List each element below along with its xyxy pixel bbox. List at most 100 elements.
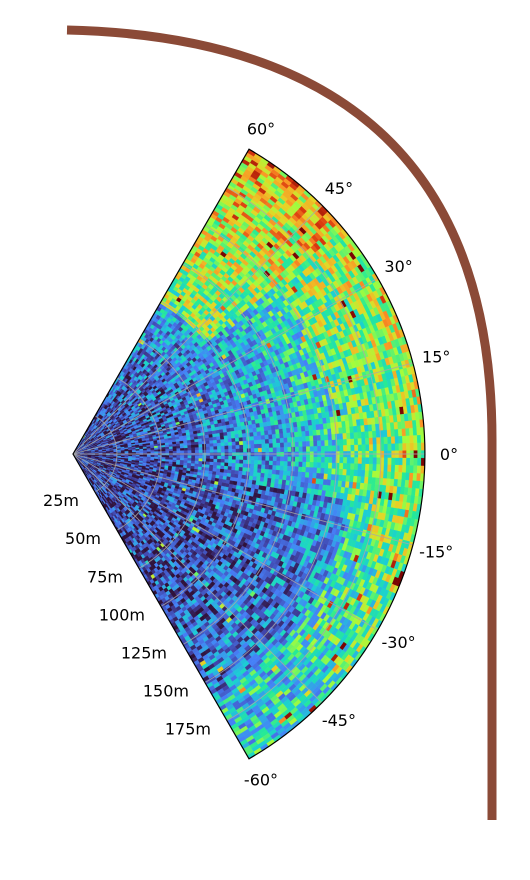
heatmap-cell (263, 477, 269, 483)
heatmap-cell (213, 461, 218, 466)
heatmap-cell (239, 448, 244, 453)
heatmap-cell (257, 463, 262, 469)
heatmap-cell (242, 463, 248, 468)
heatmap-cell (224, 448, 229, 453)
heatmap-cell (212, 464, 218, 469)
heatmap-cell (252, 475, 258, 481)
heatmap-cell (231, 441, 237, 446)
heatmap-cell (224, 462, 229, 467)
heatmap-cell (172, 454, 177, 458)
heatmap-cells (72, 148, 426, 760)
heatmap-cell (191, 449, 196, 453)
heatmap-cell (239, 455, 244, 460)
heatmap-cell (260, 472, 265, 478)
heatmap-cell (183, 459, 188, 464)
heatmap-cell (261, 447, 266, 453)
heatmap-cell (205, 464, 210, 468)
heatmap-cell (135, 454, 140, 457)
heatmap-cell (205, 461, 211, 465)
heatmap-cell (183, 457, 189, 461)
heatmap-cell (242, 459, 248, 464)
heatmap-cell (253, 435, 258, 441)
heatmap-cell (252, 471, 258, 477)
heatmap-cell (227, 437, 233, 443)
heatmap-cell (249, 431, 254, 437)
heatmap-cell (238, 440, 244, 446)
heatmap-cell (248, 475, 254, 481)
heatmap-cell (191, 457, 196, 461)
heatmap-cell (238, 470, 243, 475)
heatmap-cell (227, 465, 233, 471)
heatmap-cell (231, 462, 237, 467)
heatmap-cell (257, 439, 262, 445)
heatmap-cell (227, 441, 233, 446)
heatmap-cell (191, 447, 196, 451)
heatmap-cell (220, 448, 226, 453)
heatmap-cell (231, 444, 237, 449)
heatmap-cell (198, 446, 203, 451)
heatmap-cell (235, 444, 240, 449)
heatmap-cell (242, 466, 247, 472)
heatmap-cell (227, 462, 233, 467)
heatmap-cell (217, 455, 222, 460)
heatmap-cell (254, 459, 259, 465)
heatmap-cell (194, 455, 200, 459)
heatmap-cell (198, 463, 203, 468)
heatmap-cell (183, 449, 189, 454)
heatmap-cell (176, 457, 181, 461)
heatmap-cell (265, 460, 270, 466)
heatmap-cell (216, 461, 222, 466)
heatmap-cell (213, 455, 218, 460)
heatmap-cell (176, 447, 181, 451)
heatmap-cell (194, 460, 200, 464)
heatmap-cell (248, 427, 254, 433)
heatmap-cell (264, 468, 270, 474)
heatmap-cell (209, 464, 214, 469)
heatmap-cell (250, 439, 255, 445)
heatmap-cell (250, 459, 255, 465)
heatmap-cell (256, 472, 262, 478)
heatmap-cell (224, 441, 229, 446)
heatmap-cell (187, 457, 192, 461)
heatmap-cell (172, 457, 177, 460)
heatmap-cell (235, 440, 240, 446)
heatmap-cell (198, 443, 203, 448)
heatmap-cell (261, 459, 266, 465)
heatmap-cell (238, 433, 243, 438)
heatmap-cell (239, 459, 244, 464)
heatmap-cell (235, 459, 240, 464)
heatmap-cell (205, 458, 211, 462)
heatmap-cell (209, 445, 214, 450)
heatmap-cell (263, 425, 269, 431)
heatmap-cell (176, 459, 181, 463)
heatmap-cell (230, 434, 236, 439)
heatmap-cell (257, 459, 263, 465)
heatmap-cell (264, 464, 270, 470)
heatmap-cell (260, 430, 265, 436)
heatmap-cell (260, 468, 266, 474)
heatmap-cell (183, 454, 189, 459)
heatmap-cell (230, 469, 236, 474)
heatmap-cell (180, 455, 185, 458)
heatmap-cell (254, 443, 259, 449)
heatmap-cell (161, 454, 166, 458)
heatmap-cell (220, 438, 225, 443)
heatmap-cell (176, 450, 181, 454)
heatmap-cell (257, 435, 262, 440)
heatmap-cell (216, 464, 222, 469)
heatmap-cell (228, 444, 233, 450)
heatmap-cell (241, 470, 247, 476)
heatmap-cell (265, 447, 270, 453)
heatmap-cell (154, 454, 159, 458)
heatmap-cell (264, 438, 270, 444)
frame-arc (66, 25, 497, 820)
heatmap-cell (250, 443, 255, 449)
heatmap-cell (228, 458, 233, 464)
heatmap-cell (224, 458, 229, 463)
heatmap-cell (231, 437, 236, 442)
heatmap-cell (220, 461, 225, 466)
heatmap-cell (223, 468, 229, 474)
heatmap-cell (165, 450, 170, 454)
heatmap-cell (261, 464, 266, 470)
